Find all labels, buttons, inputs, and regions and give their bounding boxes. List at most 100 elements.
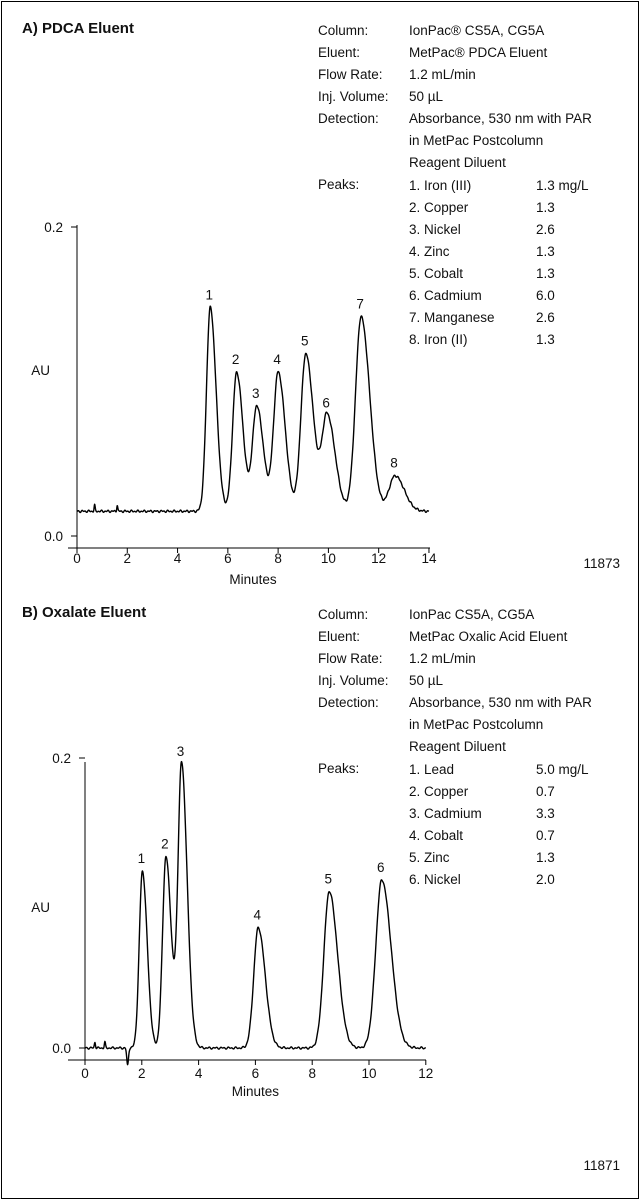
x-tick-label: 4	[195, 1066, 203, 1081]
y-axis-label: AU	[31, 363, 50, 378]
condition-line: 1.2 mL/min	[409, 67, 476, 82]
conditions-block: Column: IonPac® CS5A, CG5A Eluent: MetPac® …	[318, 20, 592, 351]
peak-concentration: 1.3	[536, 332, 555, 347]
x-tick-label: 6	[252, 1066, 260, 1081]
peak-name: 1. Iron (III)	[409, 178, 472, 193]
panel-title: A) PDCA Eluent	[22, 20, 134, 37]
condition-line: Reagent Diluent	[409, 155, 506, 170]
x-axis-label: Minutes	[232, 1084, 280, 1099]
condition-line: 1.2 mL/min	[409, 651, 476, 666]
x-tick-label: 12	[418, 1066, 433, 1081]
condition-line: MetPac Oxalic Acid Eluent	[409, 629, 568, 644]
condition-value: 1.2 mL/min	[409, 64, 476, 86]
peak-label: 2	[232, 352, 240, 367]
peak-table-row: 5. Cobalt 1.3	[409, 263, 589, 285]
condition-value: MetPac® PDCA Eluent	[409, 42, 547, 64]
x-axis-label: Minutes	[229, 572, 277, 587]
peak-label: 8	[390, 456, 398, 471]
peaks-row: Peaks: 1. Lead 5.0 mg/L 2. Copper 0.7 3. Cad…	[318, 758, 592, 891]
y-tick-label: 0.2	[44, 220, 63, 235]
chromatogram-trace	[76, 305, 430, 514]
peak-label: 1	[138, 851, 146, 866]
peak-name: 5. Zinc	[409, 850, 450, 865]
peak-table-row: 4. Cobalt 0.7	[409, 825, 589, 847]
peak-table-row: 6. Cadmium 6.0	[409, 285, 589, 307]
peak-name: 3. Nickel	[409, 222, 461, 237]
peak-concentration: 1.3 mg/L	[536, 178, 589, 193]
peak-label: 4	[253, 908, 261, 923]
condition-row: Column: IonPac CS5A, CG5A	[318, 604, 592, 626]
condition-value: IonPac CS5A, CG5A	[409, 604, 534, 626]
peak-table: 1. Iron (III) 1.3 mg/L 2. Copper 1.3 3. Nick…	[409, 175, 589, 351]
x-tick-label: 12	[371, 551, 386, 566]
condition-row: Eluent: MetPac® PDCA Eluent	[318, 42, 592, 64]
peak-table-row: 7. Manganese 2.6	[409, 307, 589, 329]
condition-value: MetPac Oxalic Acid Eluent	[409, 626, 567, 648]
condition-row: Flow Rate: 1.2 mL/min	[318, 64, 592, 86]
condition-label: Inj. Volume:	[318, 89, 389, 104]
condition-value: Absorbance, 530 nm with PAR in MetPac Pos…	[409, 108, 592, 174]
peak-label: 3	[252, 386, 260, 401]
peak-table-row: 4. Zinc 1.3	[409, 241, 589, 263]
peak-table-row: 5. Zinc 1.3	[409, 847, 589, 869]
condition-label: Eluent:	[318, 45, 361, 60]
condition-line: Reagent Diluent	[409, 739, 506, 754]
condition-label: Detection:	[318, 111, 379, 126]
condition-value: IonPac® CS5A, CG5A	[409, 20, 544, 42]
x-tick-label: 0	[81, 1066, 89, 1081]
peak-table-row: 6. Nickel 2.0	[409, 869, 589, 891]
peak-table-row: 3. Cadmium 3.3	[409, 803, 589, 825]
peak-name: 2. Copper	[409, 200, 469, 215]
peak-label: 6	[322, 395, 330, 410]
peak-concentration: 1.3	[536, 244, 555, 259]
x-tick-label: 14	[421, 551, 437, 566]
y-tick-label: 0.2	[52, 751, 71, 766]
peak-label: 7	[356, 297, 364, 312]
conditions-list: Column: IonPac CS5A, CG5A Eluent: MetPac Ox…	[318, 604, 592, 758]
peak-name: 6. Cadmium	[409, 288, 482, 303]
peak-table-row: 1. Lead 5.0 mg/L	[409, 759, 589, 781]
peak-name: 8. Iron (II)	[409, 332, 468, 347]
peak-concentration: 2.0	[536, 872, 555, 887]
peak-name: 6. Nickel	[409, 872, 461, 887]
peak-table-row: 2. Copper 0.7	[409, 781, 589, 803]
peak-concentration: 2.6	[536, 222, 555, 237]
condition-row: Inj. Volume: 50 µL	[318, 670, 592, 692]
peak-label: 2	[161, 837, 169, 852]
x-tick-label: 10	[361, 1066, 376, 1081]
peak-label: 5	[324, 871, 332, 886]
panel-pdca: A) PDCA Eluent Column: IonPac® CS5A, CG5A…	[0, 0, 642, 590]
condition-line: 50 µL	[409, 673, 444, 688]
y-axis-label: AU	[31, 900, 50, 915]
y-tick-label: 0.0	[52, 1041, 71, 1056]
condition-row: Column: IonPac® CS5A, CG5A	[318, 20, 592, 42]
condition-label: Detection:	[318, 695, 379, 710]
panel-title: B) Oxalate Eluent	[22, 604, 147, 621]
condition-line: IonPac® CS5A, CG5A	[409, 23, 545, 38]
peak-concentration: 3.3	[536, 806, 555, 821]
peak-table-row: 3. Nickel 2.6	[409, 219, 589, 241]
peak-name: 4. Zinc	[409, 244, 450, 259]
condition-value: 1.2 mL/min	[409, 648, 476, 670]
peak-table-row: 8. Iron (II) 1.3	[409, 329, 589, 351]
panel-oxalate: B) Oxalate Eluent Column: IonPac CS5A, CG…	[0, 590, 642, 1201]
y-tick-label: 0.0	[44, 529, 63, 544]
peak-name: 2. Copper	[409, 784, 469, 799]
peak-table-row: 1. Iron (III) 1.3 mg/L	[409, 175, 589, 197]
peak-name: 4. Cobalt	[409, 828, 464, 843]
peak-label: 4	[273, 352, 281, 367]
condition-row: Detection: Absorbance, 530 nm with PAR in …	[318, 108, 592, 174]
condition-row: Inj. Volume: 50 µL	[318, 86, 592, 108]
condition-label: Flow Rate:	[318, 67, 383, 82]
condition-line: in MetPac Postcolumn	[409, 133, 544, 148]
x-tick-label: 2	[124, 551, 132, 566]
condition-value: 50 µL	[409, 86, 443, 108]
peaks-label: Peaks:	[318, 761, 360, 776]
peak-concentration: 6.0	[536, 288, 555, 303]
x-tick-label: 8	[274, 551, 282, 566]
condition-label: Column:	[318, 23, 369, 38]
